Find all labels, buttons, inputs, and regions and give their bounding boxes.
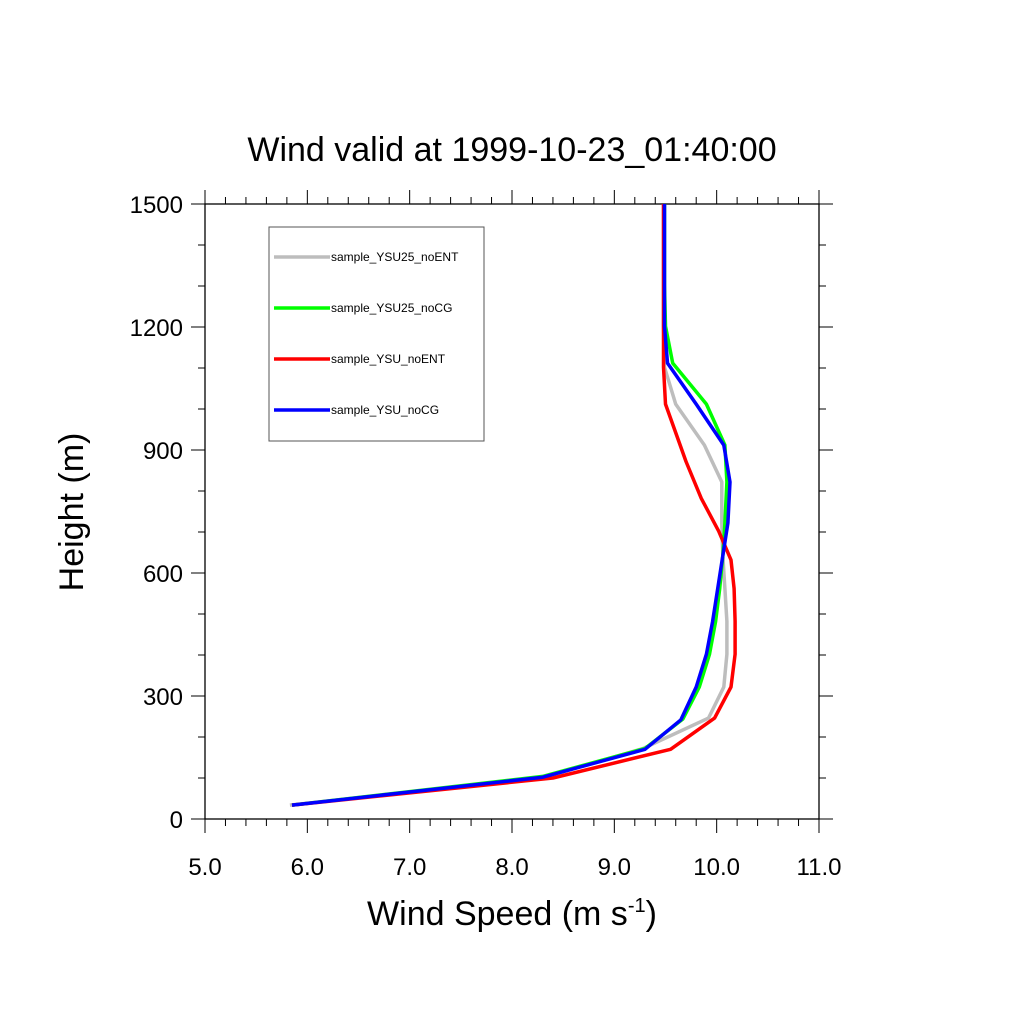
series-line-sample_YSU_noCG bbox=[291, 204, 732, 807]
legend-label: sample_YSU_noENT bbox=[331, 352, 446, 366]
legend-label: sample_YSU25_noCG bbox=[331, 301, 452, 315]
x-tick-label: 6.0 bbox=[291, 854, 324, 881]
x-axis: 5.0 6.0 7.0 8.0 9.0 10.0 11.0 bbox=[188, 190, 841, 881]
x-tick-label: 8.0 bbox=[495, 854, 528, 881]
x-tick-label: 5.0 bbox=[188, 854, 221, 881]
x-tick-label: 11.0 bbox=[797, 854, 842, 881]
chart-title: Wind valid at 1999-10-23_01:40:00 bbox=[247, 131, 776, 169]
x-tick-label: 9.0 bbox=[598, 854, 631, 881]
x-tick-label: 10.0 bbox=[693, 854, 740, 881]
x-axis-label: Wind Speed (m s-1) bbox=[367, 895, 657, 933]
series-group bbox=[289, 204, 737, 807]
legend: sample_YSU25_noENT sample_YSU25_noCGsampl… bbox=[268, 226, 485, 442]
y-axis-label: Height (m) bbox=[53, 433, 91, 592]
legend-label: sample_YSU25_noENT bbox=[331, 250, 459, 264]
legend-box bbox=[268, 226, 485, 442]
x-axis-label-superscript: -1 bbox=[628, 895, 646, 917]
y-tick-label: 1500 bbox=[130, 192, 183, 219]
y-tick-label: 300 bbox=[143, 684, 183, 711]
x-axis-label-main: Wind Speed (m s bbox=[367, 895, 628, 933]
y-axis: 0 300 600 900 1200 1500 bbox=[130, 192, 833, 834]
legend-label: sample_YSU_noCG bbox=[331, 403, 439, 417]
x-axis-label-tail: ) bbox=[646, 895, 657, 933]
y-tick-label: 0 bbox=[170, 807, 183, 834]
y-tick-label: 1200 bbox=[130, 315, 183, 342]
x-tick-label: 7.0 bbox=[393, 854, 426, 881]
y-tick-label: 600 bbox=[143, 561, 183, 588]
y-tick-label: 900 bbox=[143, 438, 183, 465]
